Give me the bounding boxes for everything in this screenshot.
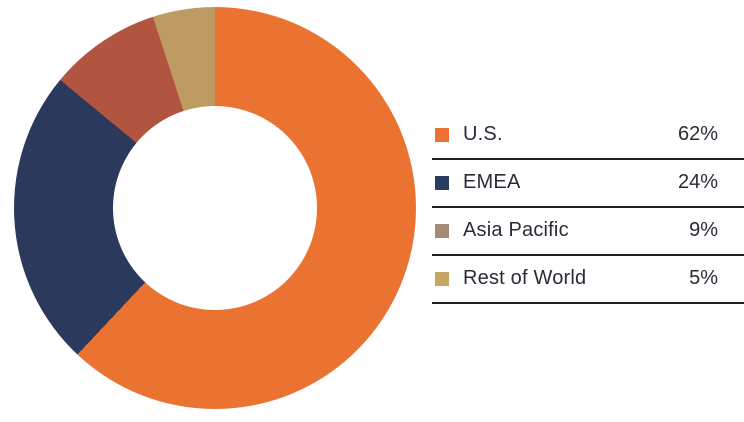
legend-row: EMEA 24% — [432, 160, 744, 206]
legend-divider — [432, 253, 744, 256]
legend-divider — [432, 205, 744, 208]
donut-hole — [113, 106, 317, 310]
legend-row: Rest of World 5% — [432, 256, 744, 302]
legend-label: U.S. — [463, 123, 503, 146]
legend-swatch — [435, 223, 449, 238]
legend-value: 5% — [689, 267, 718, 290]
legend-swatch — [435, 175, 449, 190]
legend-value: 9% — [689, 219, 718, 242]
donut-chart — [14, 7, 416, 409]
legend-label: EMEA — [463, 171, 521, 194]
legend-label: Rest of World — [463, 267, 587, 290]
legend-swatch — [435, 271, 449, 286]
legend-value: 62% — [677, 123, 718, 146]
chart-legend: U.S. 62% EMEA 24% Asia Pacific 9% Rest o… — [432, 112, 744, 304]
legend-row: U.S. 62% — [432, 112, 744, 158]
legend-divider — [432, 157, 744, 160]
legend-label: Asia Pacific — [463, 219, 569, 242]
legend-row: Asia Pacific 9% — [432, 208, 744, 254]
legend-swatch — [435, 127, 449, 142]
legend-divider — [432, 301, 744, 304]
legend-value: 24% — [677, 171, 718, 194]
